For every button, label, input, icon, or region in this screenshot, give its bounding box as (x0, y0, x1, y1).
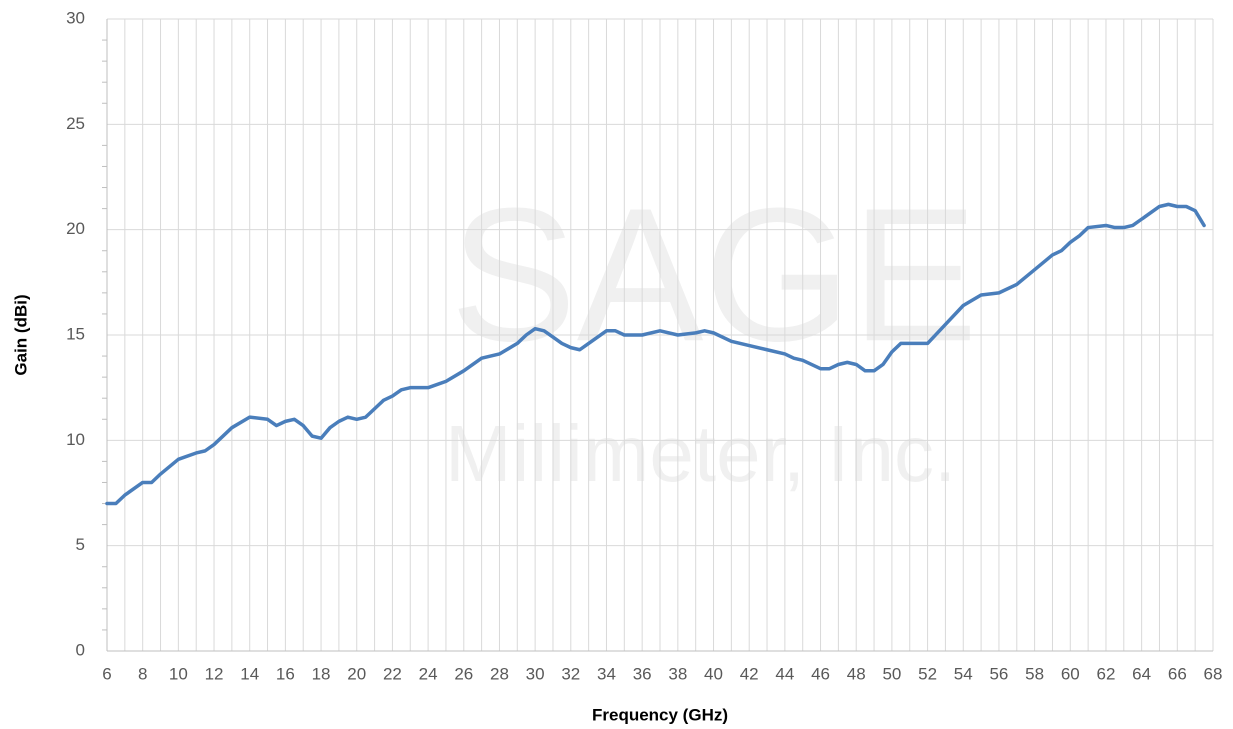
x-tick-label: 38 (668, 664, 687, 683)
x-tick-label: 52 (918, 664, 937, 683)
x-tick-label: 40 (704, 664, 723, 683)
x-tick-label: 32 (561, 664, 580, 683)
x-tick-label: 48 (847, 664, 866, 683)
x-tick-label: 30 (526, 664, 545, 683)
x-tick-label: 54 (954, 664, 973, 683)
x-tick-label: 46 (811, 664, 830, 683)
data-line (105, 202, 1206, 506)
y-tick-label: 15 (66, 324, 85, 343)
watermark-subtitle: Millimeter, Inc. (445, 409, 956, 498)
x-axis-title: Frequency (GHz) (592, 705, 728, 724)
y-tick-label: 5 (76, 535, 85, 554)
x-tick-label: 66 (1168, 664, 1187, 683)
x-tick-label: 12 (205, 664, 224, 683)
x-tick-label: 34 (597, 664, 616, 683)
x-tick-label: 8 (138, 664, 147, 683)
x-tick-label: 62 (1097, 664, 1116, 683)
x-tick-label: 26 (454, 664, 473, 683)
y-tick-label: 0 (76, 640, 85, 659)
x-tick-label: 56 (989, 664, 1008, 683)
x-tick-label: 22 (383, 664, 402, 683)
x-tick-label: 24 (419, 664, 438, 683)
y-tick-label: 10 (66, 430, 85, 449)
y-tick-label: 30 (66, 8, 85, 27)
x-tick-label: 28 (490, 664, 509, 683)
x-tick-label: 16 (276, 664, 295, 683)
x-tick-label: 18 (312, 664, 331, 683)
x-tick-label: 44 (775, 664, 794, 683)
x-tick-label: 60 (1061, 664, 1080, 683)
x-tick-label: 6 (102, 664, 111, 683)
y-tick-label: 20 (66, 219, 85, 238)
x-tick-label: 36 (633, 664, 652, 683)
x-tick-label: 10 (169, 664, 188, 683)
y-axis-title: Gain (dBi) (11, 294, 30, 375)
y-tick-label: 25 (66, 114, 85, 133)
x-tick-label: 42 (740, 664, 759, 683)
x-tick-label: 68 (1204, 664, 1223, 683)
x-tick-label: 58 (1025, 664, 1044, 683)
x-tick-label: 14 (240, 664, 259, 683)
x-tick-label: 64 (1132, 664, 1151, 683)
x-tick-label: 20 (347, 664, 366, 683)
x-tick-label: 50 (882, 664, 901, 683)
